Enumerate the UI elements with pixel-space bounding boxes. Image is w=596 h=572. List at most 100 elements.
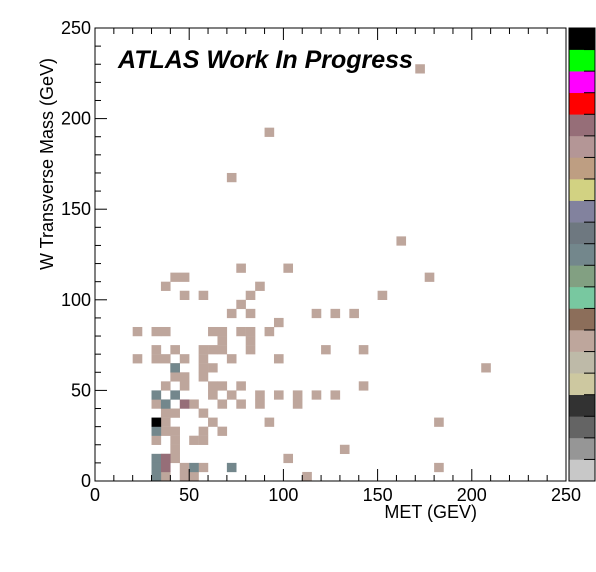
heatmap-cell xyxy=(226,462,237,473)
x-tick-label: 150 xyxy=(363,485,393,505)
heatmap-cell xyxy=(170,453,180,464)
heatmap-cell xyxy=(198,290,209,300)
palette-swatch xyxy=(569,394,595,417)
heatmap-cell xyxy=(236,399,246,409)
heatmap-cell xyxy=(339,444,350,455)
axis-ticks xyxy=(94,27,567,482)
palette-swatch xyxy=(569,28,595,50)
heatmap-cells xyxy=(132,64,491,482)
heatmap-cell xyxy=(160,462,171,473)
palette-swatch xyxy=(569,373,595,396)
heatmap-cell xyxy=(217,326,228,337)
heatmap-cell xyxy=(170,363,180,373)
heatmap-cell xyxy=(226,172,237,183)
heatmap-cell xyxy=(160,426,171,436)
heatmap-cell xyxy=(255,399,265,409)
heatmap-cell xyxy=(330,390,341,400)
heatmap-cell xyxy=(255,281,265,291)
heatmap-cell xyxy=(151,390,162,400)
heatmap-cell xyxy=(160,281,171,291)
heatmap-cell xyxy=(330,308,341,319)
heatmap-cell xyxy=(189,471,199,482)
heatmap-cell xyxy=(151,453,162,464)
palette-swatch xyxy=(569,330,595,352)
heatmap-cell xyxy=(283,263,294,273)
x-tick-label: 200 xyxy=(457,485,487,505)
heatmap-cell xyxy=(179,381,190,391)
palette-swatch xyxy=(569,49,595,72)
heatmap-cell xyxy=(170,435,180,445)
palette-swatch xyxy=(569,286,595,309)
heatmap-cell xyxy=(208,326,218,337)
heatmap-cell xyxy=(151,471,162,482)
plot-frame xyxy=(94,27,567,482)
heatmap-cell xyxy=(160,453,171,464)
heatmap-cell xyxy=(189,399,199,409)
heatmap-cell xyxy=(264,417,275,427)
palette-swatch xyxy=(569,459,595,482)
heatmap-cell xyxy=(132,326,143,337)
heatmap-cell xyxy=(245,290,256,300)
heatmap-cell xyxy=(217,345,228,355)
heatmap-cell xyxy=(273,390,284,400)
heatmap-cell xyxy=(208,417,218,427)
heatmap-cell xyxy=(189,462,199,473)
heatmap-cell xyxy=(198,435,209,445)
heatmap-cell xyxy=(160,399,171,409)
heatmap-cell xyxy=(208,363,218,373)
x-tick-label: 50 xyxy=(179,485,199,505)
heatmap-cell xyxy=(321,345,331,355)
heatmap-cell xyxy=(264,326,275,337)
heatmap-cell xyxy=(179,272,190,282)
heatmap-cell xyxy=(311,390,322,400)
heatmap-cell xyxy=(236,381,246,391)
heatmap-cell xyxy=(245,336,256,346)
palette-swatch xyxy=(569,92,595,115)
heatmap-cell xyxy=(481,363,491,373)
palette-frame xyxy=(568,27,596,482)
heatmap-cell xyxy=(160,381,171,391)
heatmap-cell xyxy=(358,345,369,355)
heatmap-cell xyxy=(292,390,303,400)
heatmap-cell xyxy=(208,381,218,391)
heatmap-cell xyxy=(217,399,228,409)
heatmap-cell xyxy=(245,345,256,355)
heatmap-cell xyxy=(198,408,209,418)
heatmap-cell xyxy=(236,299,246,310)
heatmap-cell xyxy=(226,354,237,364)
heatmap-cell xyxy=(424,272,435,282)
heatmap-cell xyxy=(226,390,237,400)
x-tick-label: 100 xyxy=(268,485,298,505)
palette-swatch xyxy=(569,222,595,245)
heatmap-cell xyxy=(160,408,171,418)
palette-swatch xyxy=(569,200,595,223)
heatmap-cell xyxy=(170,390,180,400)
heatmap-cell xyxy=(434,462,444,473)
y-tick-label: 250 xyxy=(61,18,91,38)
y-tick-label: 0 xyxy=(81,471,91,491)
palette-swatch xyxy=(569,416,595,439)
heatmap-cell xyxy=(283,453,294,464)
heatmap-cell xyxy=(151,354,162,364)
heatmap-cell xyxy=(151,426,162,436)
heatmap-cell xyxy=(160,326,171,337)
heatmap-cell xyxy=(264,127,275,137)
palette-swatch xyxy=(569,351,595,374)
heatmap-cell xyxy=(151,435,162,445)
palette-swatch xyxy=(569,135,595,158)
heatmap-cell xyxy=(349,308,359,319)
y-tick-label: 100 xyxy=(61,290,91,310)
heatmap-cell xyxy=(208,345,218,355)
heatmap-cell xyxy=(151,417,162,427)
heatmap-cell xyxy=(179,471,190,482)
heatmap-cell xyxy=(151,462,162,473)
heatmap-cell xyxy=(311,308,322,319)
color-palette-bar xyxy=(568,27,596,482)
heatmap-cell xyxy=(160,471,171,482)
palette-swatch xyxy=(569,71,595,94)
heatmap-cell xyxy=(189,435,199,445)
heatmap-cell xyxy=(377,290,388,300)
heatmap-cell xyxy=(226,308,237,319)
heatmap-cell xyxy=(151,345,162,355)
